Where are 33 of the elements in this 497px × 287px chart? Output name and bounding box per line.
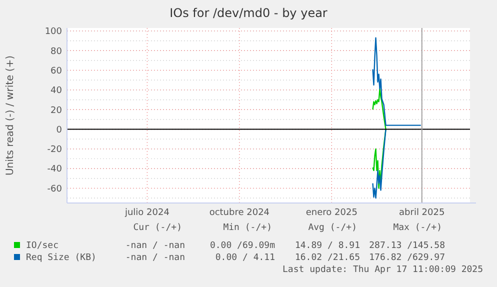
y-tick-label: 20	[50, 106, 62, 116]
y-tick-label: -20	[47, 145, 62, 156]
y-axis-title: Units read (-) / write (+)	[5, 55, 16, 176]
text: Max (-/+)	[393, 223, 442, 233]
y-tick-label: 40	[50, 86, 62, 96]
chart-title: IOs for /dev/md0 - by year	[170, 6, 328, 20]
text: 14.89 / 8.91	[294, 241, 360, 251]
y-tick-label: 0	[56, 125, 62, 136]
text: 0.00 /69.09m	[210, 241, 275, 251]
y-tick-label: 80	[50, 46, 62, 57]
text: -nan / -nan	[125, 241, 185, 251]
text: Cur (-/+)	[133, 223, 182, 233]
x-tick-label: abril 2025	[399, 208, 445, 218]
y-tick-label: -60	[47, 184, 62, 194]
x-tick-label: octubre 2024	[209, 208, 270, 218]
legend-label: IO/sec	[26, 241, 59, 251]
text: 287.13 /145.58	[369, 241, 445, 251]
text: Min (-/+)	[223, 223, 272, 233]
text: 176.82 /629.97	[369, 253, 445, 263]
text: 0.00 / 4.11	[215, 253, 275, 263]
x-tick-label: enero 2025	[306, 208, 358, 218]
x-tick-label: julio 2024	[124, 208, 170, 218]
text: Last update: Thu Apr 17 11:00:09 2025	[282, 265, 483, 275]
text: -nan / -nan	[125, 253, 185, 263]
line-series	[372, 88, 386, 189]
y-tick-label: 100	[44, 27, 62, 38]
y-tick-label: -40	[47, 164, 62, 175]
line-series	[372, 37, 422, 126]
line-series	[372, 128, 386, 199]
y-tick-label: 60	[50, 66, 62, 76]
legend-label: Req Size (KB)	[26, 253, 96, 263]
text: 16.02 /21.65	[294, 253, 360, 263]
text: Avg (-/+)	[308, 223, 357, 233]
